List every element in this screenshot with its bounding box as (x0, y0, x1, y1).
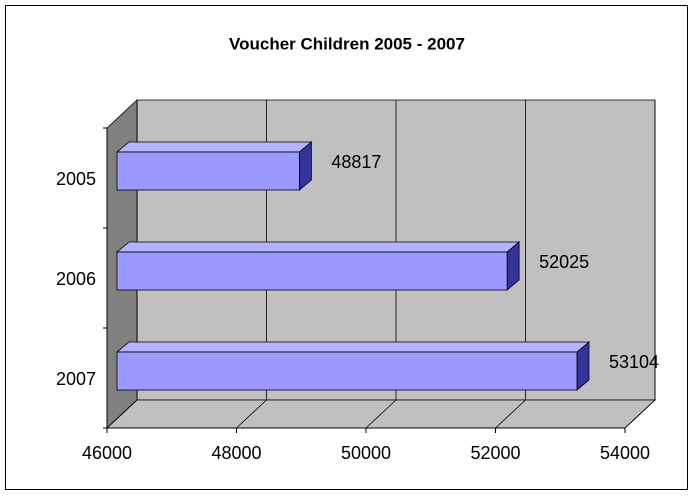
grid-line (106, 399, 138, 429)
bar (116, 351, 578, 391)
bar (116, 251, 508, 291)
x-tick-label: 52000 (470, 443, 520, 463)
y-tick-label: 2005 (56, 169, 96, 189)
bar-top (115, 241, 521, 253)
value-label: 48817 (331, 152, 381, 172)
bar (116, 151, 300, 191)
y-tick-label: 2006 (56, 269, 96, 289)
x-tick-label: 46000 (82, 443, 132, 463)
grid-line (495, 399, 526, 429)
x-tick-label: 50000 (341, 443, 391, 463)
x-tick-label: 48000 (211, 443, 261, 463)
x-tick-label: 54000 (600, 443, 650, 463)
value-label: 53104 (609, 352, 659, 372)
grid-line (624, 399, 656, 429)
bar-top (115, 341, 591, 353)
y-tick-label: 2007 (56, 369, 96, 389)
chart-title: Voucher Children 2005 - 2007 (229, 34, 465, 53)
bar-top (115, 141, 313, 153)
grid-line (236, 399, 267, 429)
grid-line (365, 399, 397, 429)
value-label: 52025 (539, 252, 589, 272)
